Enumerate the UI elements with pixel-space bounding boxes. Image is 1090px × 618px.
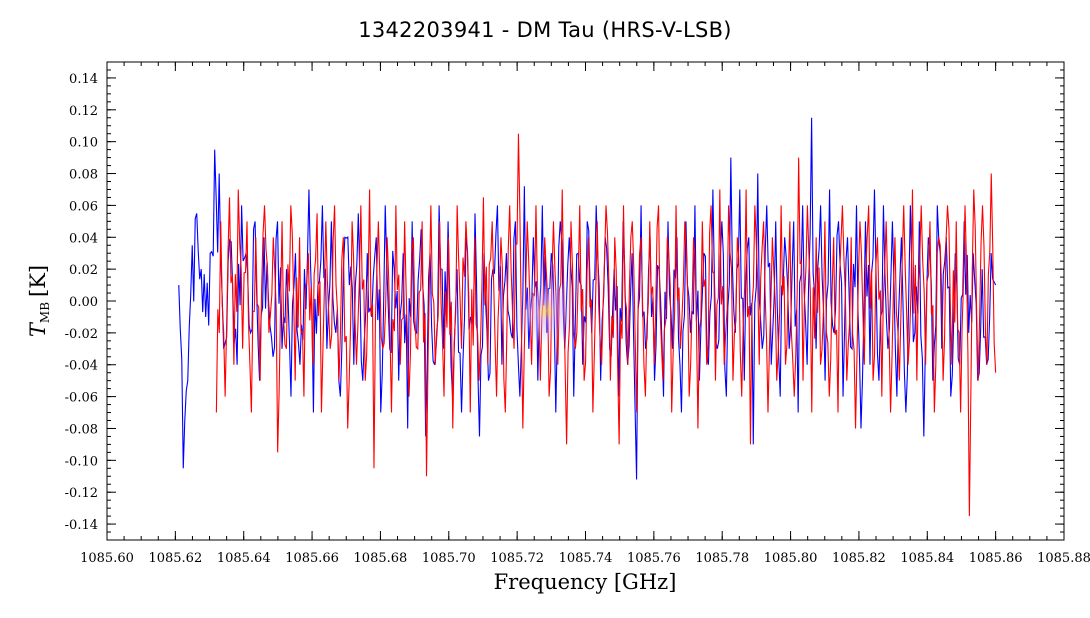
y-tick-label: -0.10 [65,454,98,469]
y-tick-label: -0.12 [65,486,98,501]
x-tick-label: 1085.64 [217,551,271,566]
y-axis-title-main: T [26,321,50,337]
y-tick-label: 0.06 [69,199,98,214]
y-tick-label: -0.06 [65,391,98,406]
y-axis-title: TMB [K] [26,265,52,337]
x-tick-label: 1085.74 [559,551,613,566]
y-tick-label: -0.08 [65,422,98,437]
x-tick-label: 1085.72 [490,551,544,566]
x-tick-label: 1085.68 [354,551,408,566]
x-tick-label: 1085.60 [80,551,134,566]
y-tick-label: -0.02 [65,327,98,342]
x-tick-label: 1085.88 [1037,551,1090,566]
chart-title: 1342203941 - DM Tau (HRS-V-LSB) [358,18,732,42]
y-tick-label: 0.02 [69,263,98,278]
tick-labels-layer: 1085.60 1085.62 1085.64 1085.66 1085.68 1085.… [65,72,1090,566]
x-tick-label: 1085.66 [285,551,339,566]
y-tick-label: 0.04 [69,231,98,246]
x-tick-label: 1085.76 [627,551,681,566]
x-tick-label: 1085.84 [900,551,954,566]
y-tick-label: -0.14 [65,518,98,533]
x-tick-label: 1085.70 [422,551,476,566]
x-tick-label: 1085.80 [764,551,818,566]
y-tick-label: 0.14 [69,72,98,87]
y-axis-title-subscript: MB [38,302,52,323]
y-axis-title-unit: [K] [26,265,50,297]
series-line-1 [178,117,997,480]
x-axis-title: Frequency [GHz] [494,570,677,594]
highlight-glow [512,277,580,345]
y-tick-label: 0.12 [69,104,98,119]
y-tick-label: 0.00 [69,295,98,310]
series-layer [178,117,997,517]
svg-text:TMB[K]: TMB [K] [26,265,52,337]
x-tick-label: 1085.62 [148,551,202,566]
y-tick-label: -0.04 [65,359,98,374]
x-tick-label: 1085.82 [832,551,886,566]
x-tick-label: 1085.86 [969,551,1023,566]
x-tick-label: 1085.78 [695,551,749,566]
series-line-2 [215,133,997,517]
ticks-layer [106,61,1065,541]
y-tick-label: 0.10 [69,136,98,151]
y-tick-label: 0.08 [69,168,98,183]
